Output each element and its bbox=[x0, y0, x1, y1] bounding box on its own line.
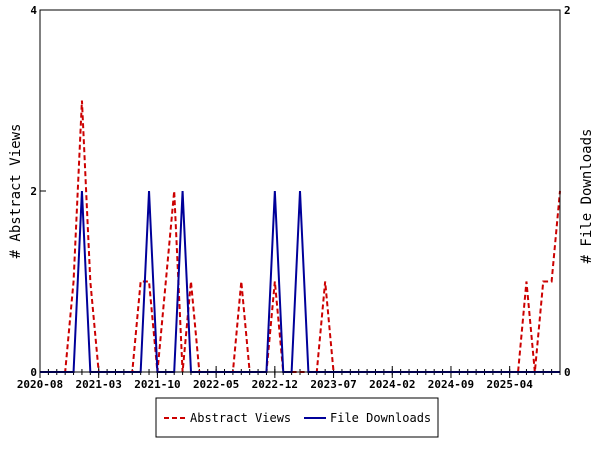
y-axis-left-title: # Abstract Views bbox=[8, 124, 24, 259]
x-tick-label: 2022-05 bbox=[193, 378, 239, 391]
x-tick-label: 2024-09 bbox=[428, 378, 474, 391]
plot-frame bbox=[39, 9, 561, 373]
x-tick-label: 2020-08 bbox=[17, 378, 63, 391]
labels-layer: 2020-08 2021-03 2021-10 2022-05 2022-12 2023-… bbox=[17, 4, 571, 391]
y-left-tick-label: 0 bbox=[30, 366, 37, 379]
legend-box bbox=[155, 397, 439, 438]
y-left-tick-label: 4 bbox=[30, 4, 37, 17]
legend-label-file-downloads: File Downloads bbox=[330, 411, 431, 425]
x-tick-label: 2023-07 bbox=[310, 378, 356, 391]
x-tick-label: 2021-10 bbox=[134, 378, 180, 391]
y-right-tick-label: 2 bbox=[564, 4, 571, 17]
series-line-file-downloads bbox=[40, 190, 560, 373]
y-right-tick-label: 0 bbox=[564, 366, 571, 379]
x-tick-label: 2025-04 bbox=[486, 378, 533, 391]
x-tick-label: 2021-03 bbox=[76, 378, 122, 391]
x-tick-label: 2024-02 bbox=[369, 378, 415, 391]
series-line-abstract-views bbox=[40, 100, 561, 373]
legend: Abstract Views File Downloads bbox=[155, 397, 439, 438]
y-left-tick-label: 2 bbox=[30, 185, 37, 198]
legend-label-abstract-views: Abstract Views bbox=[190, 411, 291, 425]
series-layer bbox=[40, 100, 561, 373]
y-axis-right-title: # File Downloads bbox=[579, 129, 595, 264]
x-tick-label: 2022-12 bbox=[252, 378, 298, 391]
